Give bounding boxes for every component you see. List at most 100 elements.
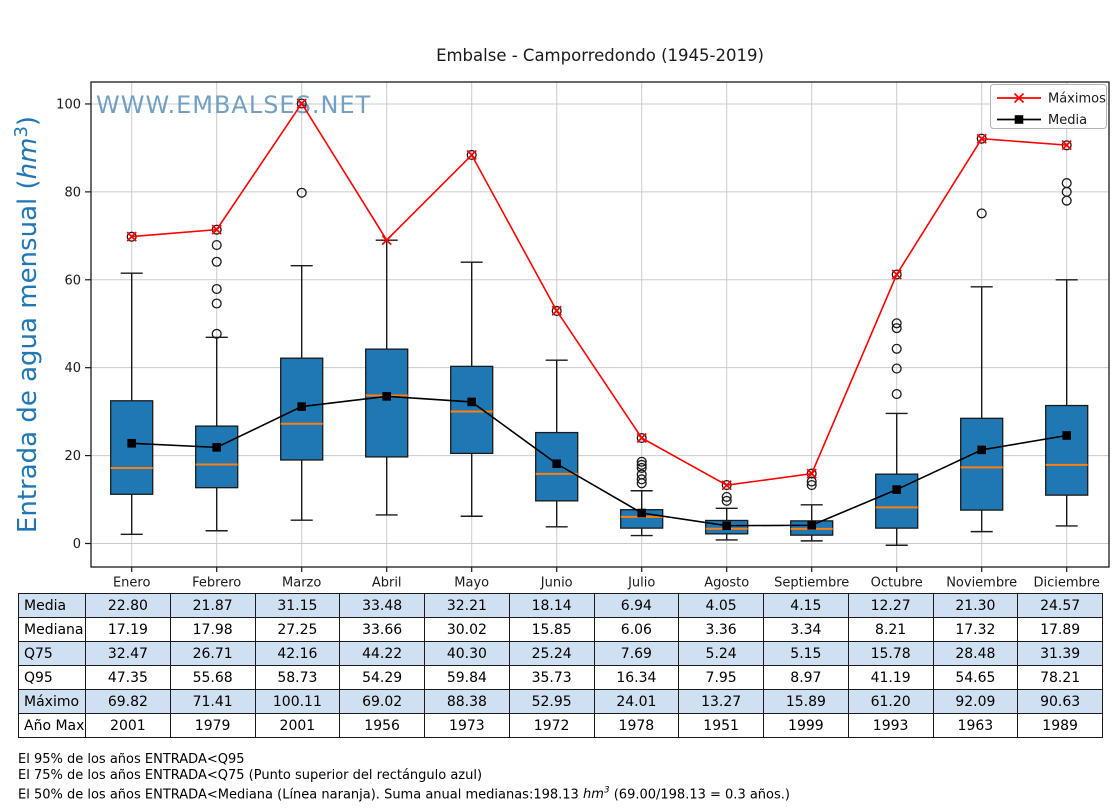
table-cell: 100.11 bbox=[254, 689, 341, 714]
row-label: Año Max bbox=[18, 713, 86, 738]
legend-label-maximos: Máximos bbox=[1048, 92, 1106, 107]
table-row: Mediana 17.19 17.98 27.25 33.66 30.02 15.85 6.0… bbox=[18, 617, 1103, 642]
boxplot-chart: WWW.EMBALSES.NET 0 20 40 60 80 100 Enero Febrero… bbox=[11, 46, 1110, 591]
table-cell: 25.24 bbox=[508, 641, 595, 666]
table-cell: 31.15 bbox=[254, 593, 341, 618]
svg-text:Junio: Junio bbox=[540, 576, 573, 591]
svg-text:80: 80 bbox=[64, 185, 81, 200]
table-cell: 1989 bbox=[1017, 713, 1103, 738]
table-cell: 1951 bbox=[678, 713, 764, 738]
svg-text:Diciembre: Diciembre bbox=[1034, 576, 1100, 591]
table-cell: 15.78 bbox=[847, 641, 934, 666]
table-row: Q95 47.35 55.68 58.73 54.29 59.84 35.73 16.34 7.… bbox=[18, 665, 1103, 690]
svg-text:Enero: Enero bbox=[113, 576, 151, 591]
row-label: Q95 bbox=[18, 665, 86, 690]
table-cell: 32.47 bbox=[85, 641, 171, 666]
table-cell: 2001 bbox=[254, 713, 341, 738]
watermark: WWW.EMBALSES.NET bbox=[96, 91, 371, 119]
table-cell: 4.05 bbox=[678, 593, 764, 618]
table-cell: 54.65 bbox=[932, 665, 1019, 690]
table-cell: 24.57 bbox=[1017, 593, 1103, 618]
table-cell: 59.84 bbox=[424, 665, 510, 690]
table-cell: 1973 bbox=[424, 713, 510, 738]
table-cell: 16.34 bbox=[593, 665, 680, 690]
legend: Máximos Media bbox=[990, 84, 1107, 129]
table-cell: 58.73 bbox=[254, 665, 341, 690]
table-cell: 1972 bbox=[508, 713, 595, 738]
table-cell: 21.87 bbox=[169, 593, 256, 618]
table-cell: 6.94 bbox=[593, 593, 680, 618]
table-cell: 8.97 bbox=[763, 665, 849, 690]
box-enero bbox=[110, 231, 154, 535]
table-cell: 7.95 bbox=[678, 665, 764, 690]
table-cell: 22.80 bbox=[85, 593, 171, 618]
svg-text:20: 20 bbox=[64, 449, 81, 464]
table-cell: 90.63 bbox=[1017, 689, 1103, 714]
table-cell: 88.38 bbox=[424, 689, 510, 714]
table-cell: 1999 bbox=[763, 713, 849, 738]
svg-text:Julio: Julio bbox=[627, 576, 655, 591]
svg-text:Septiembre: Septiembre bbox=[774, 576, 849, 591]
table-cell: 13.27 bbox=[678, 689, 764, 714]
table-cell: 17.89 bbox=[1017, 617, 1103, 642]
table-cell: 69.82 bbox=[85, 689, 171, 714]
svg-text:Febrero: Febrero bbox=[192, 576, 241, 591]
stats-table: Media 22.80 21.87 31.15 33.48 32.21 18.14 6.94 4… bbox=[18, 593, 1103, 738]
y-axis-label: Entrada de agua mensual (hm3) bbox=[11, 116, 43, 533]
table-row: Año Max 2001 1979 2001 1956 1973 1972 1978 1951 1… bbox=[18, 713, 1103, 738]
svg-text:Noviembre: Noviembre bbox=[946, 576, 1017, 591]
table-cell: 42.16 bbox=[254, 641, 341, 666]
svg-text:Mayo: Mayo bbox=[454, 576, 489, 591]
table-cell: 24.01 bbox=[593, 689, 680, 714]
plot-border bbox=[90, 81, 1110, 568]
table-cell: 4.15 bbox=[763, 593, 849, 618]
row-label: Máximo bbox=[18, 689, 86, 714]
chart-title: Embalse - Camporredondo (1945-2019) bbox=[436, 46, 764, 65]
table-cell: 54.29 bbox=[339, 665, 425, 690]
table-cell: 27.25 bbox=[254, 617, 341, 642]
table-cell: 32.21 bbox=[424, 593, 510, 618]
svg-text:0: 0 bbox=[73, 537, 81, 552]
table-cell: 12.27 bbox=[847, 593, 934, 618]
box-febrero bbox=[195, 224, 239, 532]
box-mayo bbox=[450, 149, 494, 517]
legend-label-media: Media bbox=[1048, 113, 1087, 128]
table-cell: 52.95 bbox=[508, 689, 595, 714]
table-cell: 35.73 bbox=[508, 665, 595, 690]
series-máximos bbox=[126, 98, 1072, 491]
table-cell: 41.19 bbox=[847, 665, 934, 690]
unit-hm3: hm3 bbox=[582, 786, 610, 803]
svg-text:60: 60 bbox=[64, 273, 81, 288]
svg-text:100: 100 bbox=[56, 97, 81, 112]
table-cell: 5.15 bbox=[763, 641, 849, 666]
table-cell: 3.36 bbox=[678, 617, 764, 642]
svg-text:Marzo: Marzo bbox=[282, 576, 321, 591]
table-cell: 1993 bbox=[847, 713, 934, 738]
series-media bbox=[127, 392, 1071, 530]
table-cell: 31.39 bbox=[1017, 641, 1103, 666]
table-cell: 8.21 bbox=[847, 617, 934, 642]
table-cell: 33.66 bbox=[339, 617, 425, 642]
box-agosto bbox=[705, 479, 749, 541]
row-label: Q75 bbox=[18, 641, 86, 666]
table-cell: 15.85 bbox=[508, 617, 595, 642]
table-cell: 17.32 bbox=[932, 617, 1019, 642]
box-diciembre bbox=[1045, 140, 1089, 527]
table-cell: 1978 bbox=[593, 713, 680, 738]
table-cell: 30.02 bbox=[424, 617, 510, 642]
table-cell: 28.48 bbox=[932, 641, 1019, 666]
table-row: Q75 32.47 26.71 42.16 44.22 40.30 25.24 7.69 5.2… bbox=[18, 641, 1103, 666]
table-cell: 40.30 bbox=[424, 641, 510, 666]
footnote-q95: El 95% de los años ENTRADA<Q95 bbox=[18, 752, 245, 767]
table-cell: 15.89 bbox=[763, 689, 849, 714]
table-cell: 78.21 bbox=[1017, 665, 1103, 690]
table-cell: 2001 bbox=[85, 713, 171, 738]
table-cell: 47.35 bbox=[85, 665, 171, 690]
table-cell: 17.19 bbox=[85, 617, 171, 642]
table-cell: 33.48 bbox=[339, 593, 425, 618]
table-cell: 44.22 bbox=[339, 641, 425, 666]
table-cell: 69.02 bbox=[339, 689, 425, 714]
table-cell: 71.41 bbox=[169, 689, 256, 714]
box-abril bbox=[365, 239, 409, 516]
